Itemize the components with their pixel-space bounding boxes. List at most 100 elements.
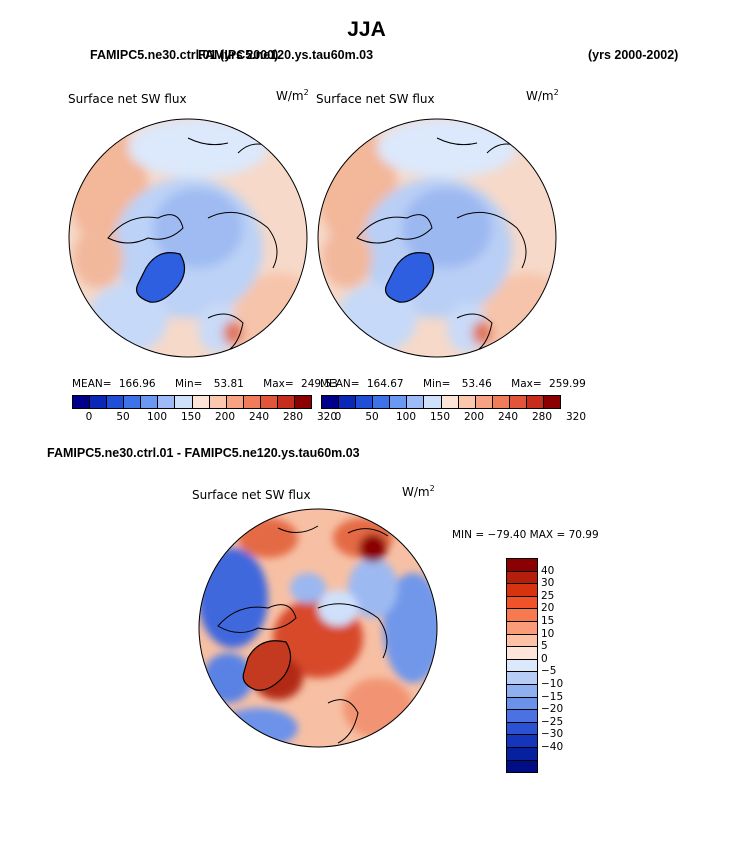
colorbar-tick-label: 0 xyxy=(85,411,93,423)
colorbar-swatch xyxy=(507,634,537,648)
colorbar-swatch xyxy=(507,722,537,736)
panel2-min: 53.46 xyxy=(461,378,492,390)
colorbar-tick-label: −30 xyxy=(541,728,564,741)
colorbar-tick-label: 240 xyxy=(248,411,270,423)
colorbar-swatch xyxy=(492,396,510,408)
colorbar-tick-label: 100 xyxy=(146,411,168,423)
colorbar-tick-label: 320 xyxy=(565,411,587,423)
colorbar-swatch xyxy=(260,396,278,408)
panel1-min-label: Min= xyxy=(174,378,203,390)
colorbar-swatch xyxy=(390,396,408,408)
colorbar-swatch xyxy=(507,735,537,748)
colorbar-swatch xyxy=(124,396,142,408)
colorbar-tick-label: 150 xyxy=(180,411,202,423)
panel1-max: 249.53 xyxy=(301,378,338,390)
colorbar-tick-label: −5 xyxy=(541,665,557,678)
panel2-max-label: Max= xyxy=(511,378,542,390)
diff-label: FAMIPC5.ne30.ctrl.01 - FAMIPC5.ne120.ys.… xyxy=(47,446,360,460)
colorbar-tick-label: 20 xyxy=(541,602,555,615)
colorbar-swatch xyxy=(424,396,442,408)
colorbar-swatch xyxy=(507,672,537,685)
colorbar-swatch xyxy=(507,760,537,773)
colorbar-swatch xyxy=(507,684,537,698)
colorbar-swatch xyxy=(226,396,244,408)
panel2-min-label: Min= xyxy=(422,378,451,390)
panel2-stats: MEAN= 164.67 Min= 53.46 Max= 259.99 xyxy=(320,378,586,390)
colorbar-swatch xyxy=(526,396,545,408)
colorbar-tick-label: −15 xyxy=(541,690,564,703)
diff-colorbar-ticks: 40 30 25 20 15 10 5 0 −5 −10 −15 −20 −25 −30 −40 xyxy=(541,558,581,758)
colorbar-tick-label: 10 xyxy=(541,627,555,640)
panel2-title: Surface net SW flux xyxy=(316,92,435,106)
colorbar-swatch xyxy=(507,596,537,610)
colorbar-swatch xyxy=(339,396,357,408)
colorbar-swatch xyxy=(158,396,176,408)
colorbar-swatch xyxy=(295,396,312,408)
panel2-map xyxy=(317,118,557,358)
colorbar-swatch xyxy=(507,697,537,711)
colorbar-tick-label: 50 xyxy=(365,411,379,423)
diff-minmax: MIN = −79.40 MAX = 70.99 xyxy=(452,529,599,541)
colorbar-tick-label: 320 xyxy=(316,411,338,423)
colorbar-swatch xyxy=(407,396,425,408)
colorbar-swatch xyxy=(509,396,527,408)
colorbar-swatch xyxy=(73,396,91,408)
diff-title: Surface net SW flux xyxy=(192,488,311,502)
panel1-units: W/m2 xyxy=(276,88,309,103)
colorbar-tick-label: 25 xyxy=(541,589,555,602)
colorbar-tick-label: 100 xyxy=(395,411,417,423)
panel1-colorbar xyxy=(72,395,312,409)
colorbar-swatch xyxy=(507,659,537,673)
colorbar-swatch xyxy=(507,609,537,622)
colorbar-swatch xyxy=(277,396,296,408)
colorbar-tick-label: 15 xyxy=(541,615,555,627)
colorbar-tick-label: 40 xyxy=(541,564,555,577)
colorbar-tick-label: −10 xyxy=(541,678,564,690)
colorbar-swatch xyxy=(373,396,391,408)
panel2-mean-label: MEAN= xyxy=(320,378,360,390)
diff-colorbar xyxy=(506,558,538,774)
colorbar-swatch xyxy=(507,710,537,723)
panel1-stats: MEAN= 166.96 Min= 53.81 Max= 249.53 xyxy=(72,378,338,390)
colorbar-swatch xyxy=(192,396,210,408)
colorbar-swatch xyxy=(507,559,537,572)
colorbar-tick-label: 280 xyxy=(282,411,304,423)
colorbar-tick-label: 200 xyxy=(463,411,485,423)
colorbar-swatch xyxy=(90,396,108,408)
panel1-map xyxy=(68,118,308,358)
colorbar-tick-label: 30 xyxy=(541,577,555,590)
left-run-label: FAMIPC5.ne30.ctrl.01 (yrs 2000) xyxy=(90,48,279,62)
colorbar-swatch xyxy=(507,571,537,585)
colorbar-swatch xyxy=(441,396,459,408)
colorbar-swatch xyxy=(356,396,374,408)
colorbar-swatch xyxy=(141,396,159,408)
panel1-title: Surface net SW flux xyxy=(68,92,187,106)
panel2-colorbar-ticks: 0 50 100 150 200 240 280 320 xyxy=(321,411,586,425)
colorbar-tick-label: 280 xyxy=(531,411,553,423)
main-title: JJA xyxy=(347,18,386,41)
panel2-colorbar xyxy=(321,395,561,409)
colorbar-swatch xyxy=(175,396,193,408)
colorbar-swatch xyxy=(507,621,537,635)
colorbar-tick-label: 150 xyxy=(429,411,451,423)
panel1-mean-label: MEAN= xyxy=(72,378,112,390)
colorbar-tick-label: 50 xyxy=(116,411,130,423)
panel1-colorbar-ticks: 0 50 100 150 200 240 280 320 xyxy=(72,411,337,425)
colorbar-swatch xyxy=(475,396,493,408)
colorbar-swatch xyxy=(458,396,476,408)
colorbar-swatch xyxy=(507,584,537,597)
colorbar-swatch xyxy=(107,396,125,408)
diff-map xyxy=(198,508,438,748)
colorbar-swatch xyxy=(243,396,261,408)
colorbar-tick-label: 240 xyxy=(497,411,519,423)
right-run-label: FAMIPC5.ne120.ys.tau60m.03 xyxy=(198,48,374,62)
colorbar-swatch xyxy=(507,647,537,660)
colorbar-tick-label: 0 xyxy=(334,411,342,423)
right-years-label: (yrs 2000-2002) xyxy=(588,48,679,62)
colorbar-swatch xyxy=(209,396,227,408)
panel1-mean: 166.96 xyxy=(118,378,156,390)
panel1-min: 53.81 xyxy=(213,378,244,390)
panel2-mean: 164.67 xyxy=(366,378,404,390)
colorbar-swatch xyxy=(322,396,340,408)
panel2-units: W/m2 xyxy=(526,88,559,103)
